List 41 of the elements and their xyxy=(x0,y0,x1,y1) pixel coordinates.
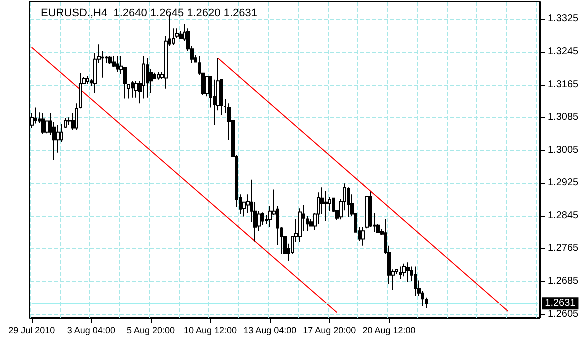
candlestick xyxy=(108,56,112,65)
candlestick xyxy=(324,190,328,222)
y-tick-label: 1.2605 xyxy=(548,308,580,320)
x-tick-label: 29 Jul 2010 xyxy=(8,326,56,336)
text: EURUSD.,H4 1.2640 1.2645 1.2620 1.2631 xyxy=(41,8,258,20)
candlestick xyxy=(112,56,116,68)
candlestick xyxy=(157,72,160,80)
y-tick-label: 1.2765 xyxy=(548,243,580,254)
candlestick xyxy=(131,80,134,98)
y-tick-label: 1.2685 xyxy=(548,276,580,288)
x-tick-label: 10 Aug 12:00 xyxy=(184,326,238,336)
candlestick xyxy=(361,226,365,246)
y-tick-label: 1.2925 xyxy=(548,178,580,189)
candlestick xyxy=(414,266,417,297)
candlestick xyxy=(34,107,37,124)
candlestick xyxy=(142,56,145,100)
candlestick xyxy=(365,196,369,230)
y-tick-label: 1.3325 xyxy=(548,14,580,25)
candlestick xyxy=(75,103,78,131)
candlestick xyxy=(41,112,45,135)
candlestick xyxy=(79,72,82,110)
y-tick-label: 1.3165 xyxy=(548,79,580,90)
x-tick-label: 5 Aug 20:00 xyxy=(126,326,176,336)
x-tick-label: 17 Aug 20:00 xyxy=(303,326,356,336)
y-tick-label: 1.3085 xyxy=(548,112,580,124)
candlestick xyxy=(146,58,149,98)
y-tick-label: 1.2845 xyxy=(548,210,580,222)
candlestick xyxy=(86,76,89,84)
y-tick-label: 1.3245 xyxy=(548,46,580,58)
candlestick xyxy=(399,266,402,280)
candlestick xyxy=(64,118,67,129)
x-tick-label: 13 Aug 04:00 xyxy=(244,326,297,336)
candlestick xyxy=(406,262,410,283)
candlestick xyxy=(298,208,302,243)
x-tick-label: 3 Aug 04:00 xyxy=(67,326,116,336)
candlestick xyxy=(116,56,119,73)
candlestick xyxy=(347,187,350,218)
y-tick-label: 1.3005 xyxy=(548,144,580,156)
ref-line-label: 1.2631 xyxy=(545,298,576,310)
candlestick xyxy=(425,297,428,309)
x-tick-label: 20 Aug 12:00 xyxy=(362,326,416,336)
